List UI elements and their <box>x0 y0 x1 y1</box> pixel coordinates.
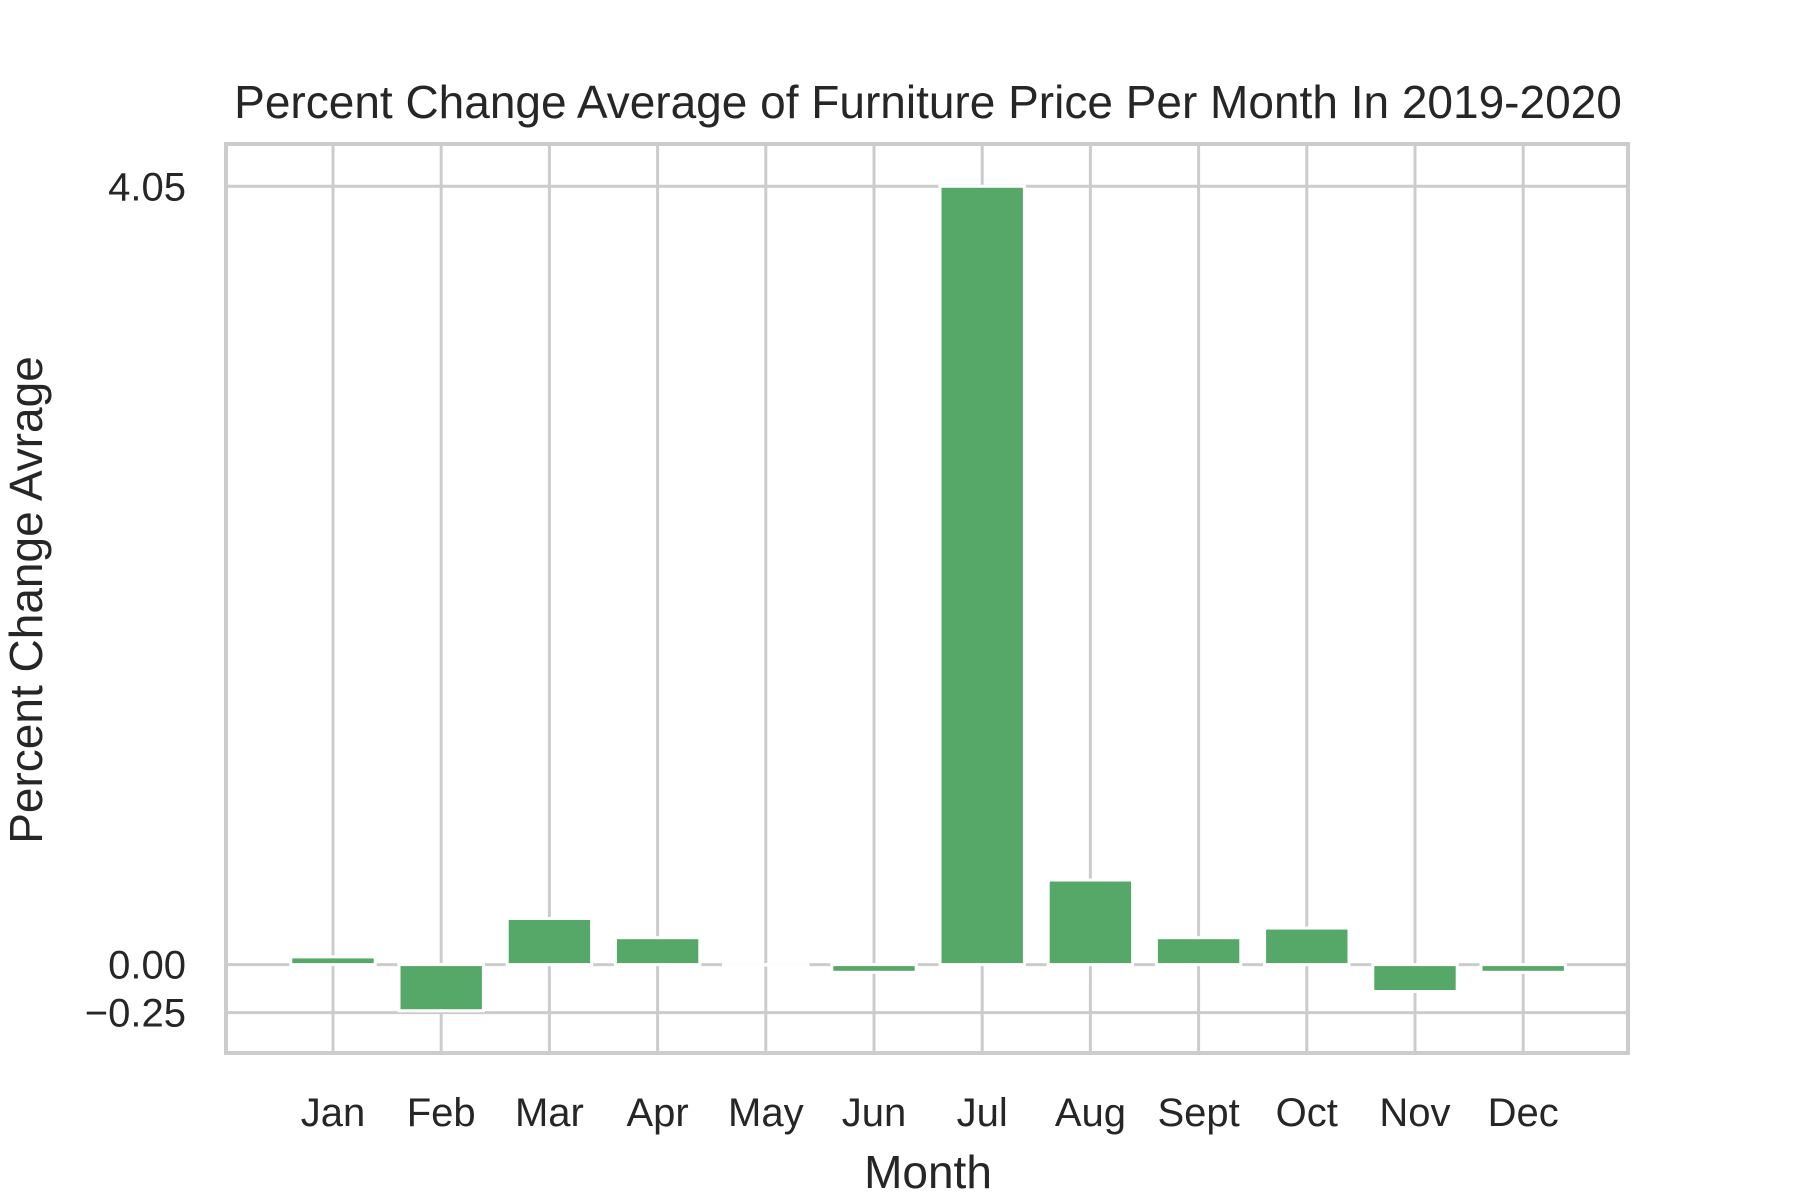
chart-title: Percent Change Average of Furniture Pric… <box>234 76 1622 128</box>
x-tick-labels: Jan Feb Mar Apr May Jun Jul Aug Sept Oct Nov Dec <box>301 1091 1559 1135</box>
x-tick-label: Sept <box>1157 1091 1239 1135</box>
bar-jul <box>938 184 1026 967</box>
x-tick-label: Dec <box>1488 1091 1559 1135</box>
x-tick-label: Jan <box>301 1091 366 1135</box>
bar-aug <box>1046 878 1135 967</box>
plot-frame <box>224 142 1630 1055</box>
x-tick-label: Nov <box>1379 1091 1450 1135</box>
bar-jun <box>830 963 918 974</box>
bar-oct <box>1263 926 1351 967</box>
bar-apr <box>613 936 702 967</box>
x-tick-label: Mar <box>515 1091 584 1135</box>
bar-may <box>722 963 810 967</box>
bar-nov <box>1371 963 1459 994</box>
bar-mar <box>505 916 594 967</box>
x-tick-label: Oct <box>1276 1091 1338 1135</box>
bar-feb <box>397 963 485 1013</box>
y-tick-label: −0.25 <box>85 992 186 1036</box>
x-tick-label: Aug <box>1055 1091 1126 1135</box>
x-tick-label: Jul <box>957 1091 1008 1135</box>
x-tick-label: Apr <box>626 1091 688 1135</box>
x-axis-label: Month <box>864 1146 992 1198</box>
y-tick-labels: 4.05 0.00−0.25 <box>85 165 186 1035</box>
x-tick-label: Feb <box>407 1091 476 1135</box>
x-tick-label: May <box>728 1091 804 1135</box>
bar-sept <box>1154 936 1243 967</box>
x-tick-label: Jun <box>842 1091 907 1135</box>
y-axis-label: Percent Change Avrage <box>0 356 52 844</box>
y-tick-label: 0.00 <box>108 944 186 988</box>
bar-dec <box>1479 963 1567 974</box>
bar-jan <box>289 955 377 967</box>
y-tick-label: 4.05 <box>108 165 186 209</box>
grid-lines <box>226 144 1628 1053</box>
bars <box>289 184 1567 1013</box>
